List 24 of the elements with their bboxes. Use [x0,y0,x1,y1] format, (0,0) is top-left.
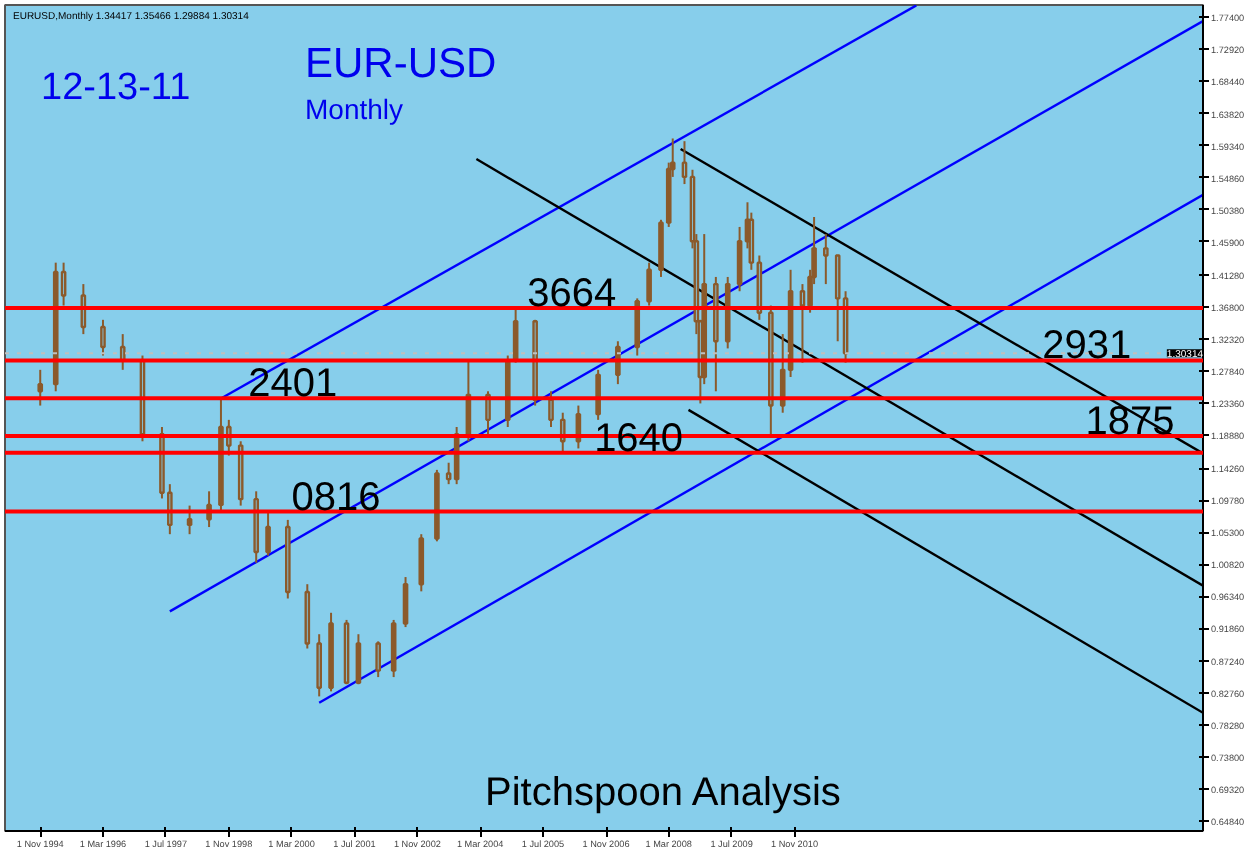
annotation: 12-13-11 [41,67,191,109]
annotation: 2931 [1042,324,1132,369]
candlestick [37,368,44,407]
candlestick [100,318,106,357]
candlestick [375,640,381,679]
annotation: 3664 [527,272,617,317]
annotation: Pitchspoon Analysis [485,771,841,815]
candlestick [186,504,193,536]
text: Monthly [305,93,404,125]
candlestick [634,297,641,357]
candlestick [402,576,409,629]
candlestick [485,390,491,436]
annotation: 2401 [248,362,338,407]
candlestick [418,533,425,593]
candlestick [823,233,829,286]
candlestick [390,618,397,679]
candlestick [265,510,271,557]
candlestick [799,283,806,364]
candlestick [736,225,743,293]
candlestick [548,390,554,428]
text: EUR-USD [305,41,497,87]
candlestick [355,633,362,686]
candlestick [316,633,322,698]
candlestick [646,261,652,307]
